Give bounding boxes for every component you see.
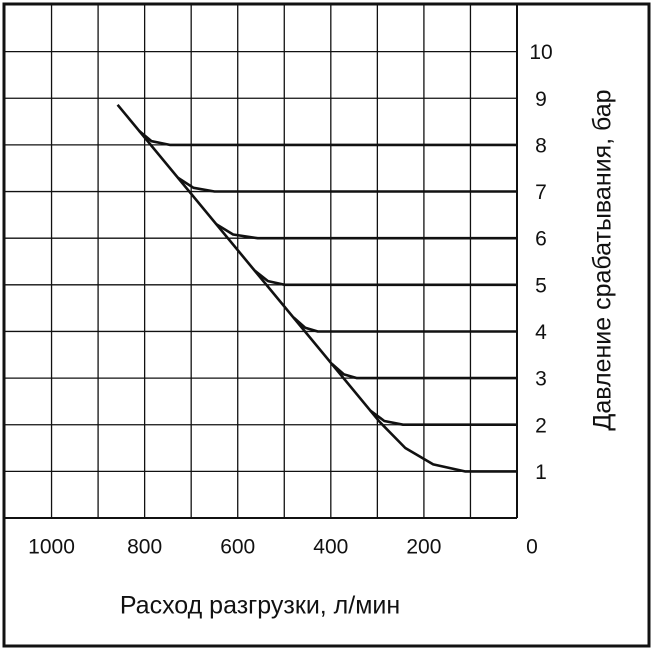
y-tick-label: 2 xyxy=(535,414,547,437)
y-tick-label: 4 xyxy=(535,321,547,344)
line xyxy=(176,176,517,193)
y-tick-label: 8 xyxy=(535,134,547,157)
line xyxy=(254,269,517,287)
y-axis-label: Давление срабатывания, бар xyxy=(589,89,617,430)
line xyxy=(331,363,517,380)
x-tick-label: 0 xyxy=(526,536,538,559)
line xyxy=(116,103,517,473)
y-tick-label: 3 xyxy=(535,368,547,391)
x-tick-label: 800 xyxy=(127,536,162,559)
x-tick-label: 1000 xyxy=(28,536,75,559)
y-tick-label: 7 xyxy=(535,181,547,204)
line xyxy=(215,223,517,240)
line xyxy=(292,316,517,333)
x-tick-label: 400 xyxy=(313,536,348,559)
y-tick-label: 9 xyxy=(535,88,547,111)
y-tick-label: 5 xyxy=(535,274,547,297)
y-tick-label: 10 xyxy=(529,41,552,64)
line xyxy=(138,129,517,147)
y-tick-label: 1 xyxy=(535,461,547,484)
x-tick-label: 200 xyxy=(406,536,441,559)
y-tick-label: 6 xyxy=(535,228,547,251)
x-tick-label: 600 xyxy=(220,536,255,559)
line xyxy=(369,409,517,426)
x-axis-label: Расход разгрузки, л/мин xyxy=(120,592,400,620)
